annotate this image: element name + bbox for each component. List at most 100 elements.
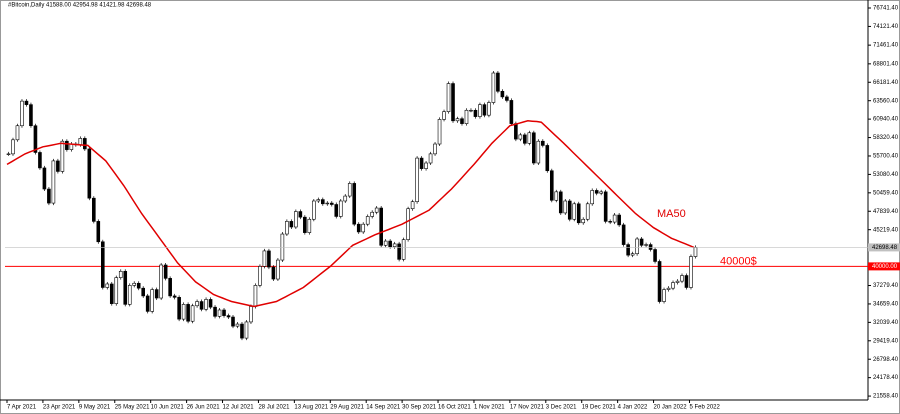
candle <box>545 145 550 172</box>
candle <box>527 132 532 144</box>
candle <box>576 203 581 224</box>
candle <box>671 282 675 289</box>
candle <box>383 240 388 246</box>
candle <box>496 72 500 92</box>
candle <box>433 143 437 155</box>
candle <box>307 218 312 233</box>
y-tick-label: 34659.40 <box>873 302 899 308</box>
chart-title: #Bitcoin,Daily 41588.00 42954.98 41421.9… <box>8 3 152 9</box>
candle <box>352 183 357 225</box>
candle <box>213 306 217 317</box>
x-tick-label: 23 Apr 2021 <box>43 405 76 411</box>
candle <box>666 287 671 290</box>
candle <box>24 100 29 105</box>
candle <box>509 100 514 124</box>
hline-price-box <box>868 262 900 271</box>
candle <box>42 167 47 190</box>
candle <box>262 250 267 267</box>
candle <box>338 200 343 217</box>
candle <box>132 282 137 286</box>
candle <box>168 278 172 297</box>
candle <box>87 148 92 199</box>
x-tick-label: 7 Apr 2021 <box>7 405 37 411</box>
candle <box>65 140 69 150</box>
y-tick-label: 24178.40 <box>873 375 899 381</box>
candle <box>204 299 208 310</box>
candle <box>635 238 639 255</box>
candle <box>532 132 536 164</box>
x-tick-label: 3 Dec 2021 <box>546 405 577 411</box>
y-tick-label: 58320.40 <box>873 135 899 141</box>
x-tick-label: 25 May 2021 <box>115 405 150 411</box>
candle <box>581 218 586 224</box>
candle <box>271 266 276 280</box>
x-tick-label: 14 Sep 2021 <box>366 405 401 411</box>
candle <box>114 277 119 304</box>
candle <box>590 190 595 205</box>
candle <box>56 160 60 172</box>
candle <box>644 244 648 246</box>
candle <box>612 214 617 223</box>
candle <box>100 241 105 288</box>
candle <box>379 207 383 246</box>
candle <box>478 104 482 117</box>
candle <box>428 153 433 164</box>
x-tick-label: 9 May 2021 <box>79 405 111 411</box>
y-tick-label: 63560.40 <box>873 98 899 104</box>
y-tick-label: 74121.40 <box>873 24 899 30</box>
candle <box>325 202 330 205</box>
candle <box>226 315 231 318</box>
x-tick-label: 16 Oct 2021 <box>438 405 471 411</box>
candle <box>329 202 334 205</box>
candle <box>487 102 491 116</box>
y-tick-label: 26798.40 <box>873 357 899 363</box>
candle <box>118 271 123 278</box>
candle <box>554 191 559 201</box>
candle <box>585 203 590 220</box>
candle <box>127 285 132 305</box>
candle <box>280 233 285 261</box>
candle <box>594 190 599 194</box>
candle <box>267 250 271 268</box>
candle <box>96 221 101 243</box>
candle <box>648 244 653 250</box>
candle <box>415 157 419 202</box>
candle <box>567 200 572 220</box>
candle <box>29 104 33 127</box>
candle <box>298 211 303 218</box>
x-tick-label: 10 Jun 2021 <box>151 405 185 411</box>
candle <box>163 264 168 279</box>
candle <box>347 183 352 197</box>
candle <box>20 100 24 127</box>
y-tick-label: 47839.40 <box>873 209 899 215</box>
candle <box>657 261 662 302</box>
y-tick-label: 55700.40 <box>873 154 899 160</box>
candle <box>419 157 424 169</box>
x-tick-label: 20 Jan 2022 <box>654 405 688 411</box>
candle <box>195 301 199 307</box>
y-tick-label: 45219.40 <box>873 227 899 233</box>
y-tick-label: 50459.40 <box>873 190 899 196</box>
candle <box>437 119 442 145</box>
candle <box>312 200 316 220</box>
candle <box>303 216 307 233</box>
candle <box>397 243 401 260</box>
candle <box>199 301 204 310</box>
candle <box>370 211 374 217</box>
x-tick-label: 12 Jul 2021 <box>223 405 255 411</box>
candle <box>630 253 635 256</box>
y-tick-label: 32039.40 <box>873 320 899 326</box>
candle <box>563 200 568 214</box>
candle <box>662 289 666 302</box>
candle <box>186 304 190 322</box>
candle <box>47 188 51 204</box>
candle <box>356 223 361 233</box>
x-tick-label: 5 Feb 2022 <box>689 405 720 411</box>
candle <box>442 111 446 120</box>
candle <box>374 207 379 213</box>
candle <box>15 125 20 141</box>
y-tick-label: 53080.40 <box>873 172 899 178</box>
x-tick-label: 19 Dec 2021 <box>582 405 617 411</box>
candle <box>541 140 545 146</box>
candle <box>424 162 428 169</box>
